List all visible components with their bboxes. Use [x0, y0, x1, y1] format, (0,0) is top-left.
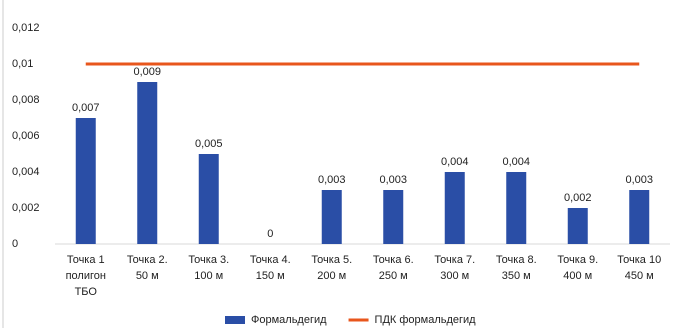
- x-tick-label: 100 м: [194, 270, 223, 282]
- x-tick-label: полигон: [66, 270, 106, 282]
- y-tick-label: 0,008: [12, 94, 40, 106]
- value-label: 0,004: [441, 156, 469, 168]
- y-tick-label: 0,006: [12, 130, 40, 142]
- x-tick-label: 350 м: [502, 270, 531, 282]
- legend-label: Формальдегид: [251, 314, 327, 326]
- x-tick-label: Точка 7.: [434, 254, 475, 266]
- legend-swatch: [225, 316, 245, 324]
- y-tick-label: 0,002: [12, 202, 40, 214]
- bar: [321, 190, 342, 244]
- y-tick-label: 0,01: [12, 58, 33, 70]
- x-tick-label: Точка 6.: [373, 254, 414, 266]
- bar: [629, 190, 650, 244]
- x-tick-label: 450 м: [625, 270, 654, 282]
- x-tick-label: Точка 10: [617, 254, 661, 266]
- bar: [506, 172, 527, 244]
- x-tick-label: 250 м: [379, 270, 408, 282]
- value-label: 0,009: [133, 66, 161, 78]
- y-tick-label: 0,012: [12, 22, 40, 34]
- bar: [567, 208, 588, 244]
- x-tick-label: 50 м: [136, 270, 159, 282]
- bar: [198, 154, 219, 244]
- value-label: 0,003: [379, 174, 407, 186]
- bar: [137, 82, 158, 244]
- y-tick-label: 0,004: [12, 166, 40, 178]
- x-tick-label: 200 м: [317, 270, 346, 282]
- y-tick-label: 0: [12, 238, 18, 250]
- x-tick-label: Точка 4.: [250, 254, 291, 266]
- x-tick-label: Точка 9.: [557, 254, 598, 266]
- x-tick-label: 150 м: [256, 270, 285, 282]
- x-tick-label: Точка 8.: [496, 254, 537, 266]
- value-label: 0,005: [195, 138, 223, 150]
- x-tick-label: 300 м: [440, 270, 469, 282]
- value-label: 0: [267, 228, 273, 240]
- bar: [444, 172, 465, 244]
- legend-label: ПДК формальдегид: [375, 314, 477, 326]
- value-label: 0,004: [502, 156, 530, 168]
- x-tick-label: Точка 2.: [127, 254, 168, 266]
- value-label: 0,007: [72, 102, 100, 114]
- x-tick-label: Точка 1: [67, 254, 105, 266]
- value-label: 0,003: [625, 174, 653, 186]
- value-label: 0,002: [564, 192, 592, 204]
- x-tick-label: Точка 5.: [311, 254, 352, 266]
- x-tick-label: ТБО: [75, 286, 98, 298]
- bar: [383, 190, 404, 244]
- x-tick-label: 400 м: [563, 270, 592, 282]
- bar: [75, 118, 96, 244]
- x-tick-label: Точка 3.: [188, 254, 229, 266]
- value-label: 0,003: [318, 174, 346, 186]
